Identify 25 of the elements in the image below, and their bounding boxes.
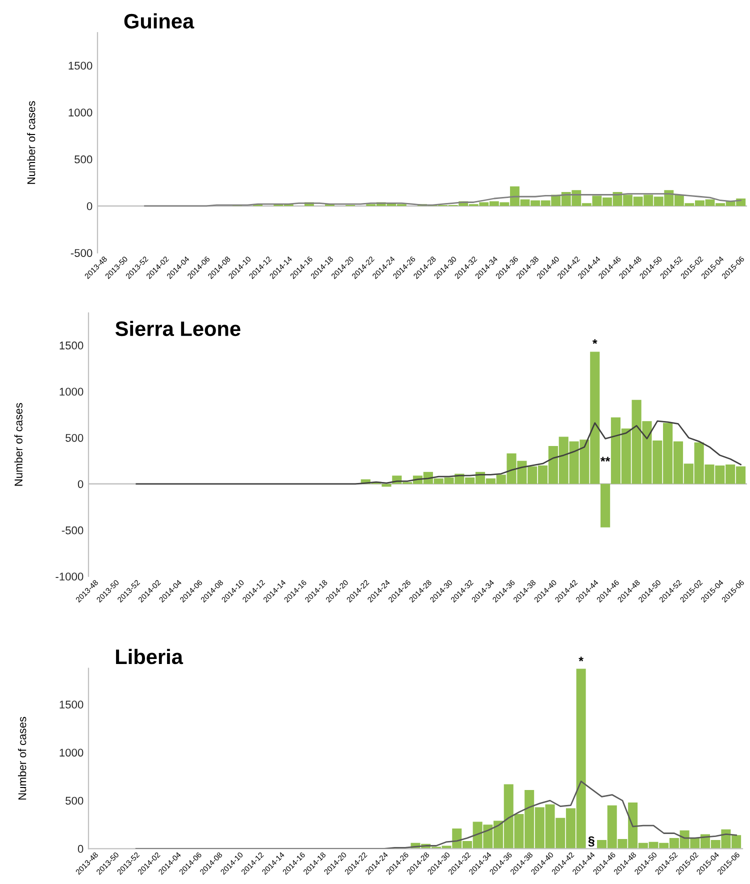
y-tick-label: 1000 — [60, 748, 84, 757]
y-tick-label: 1500 — [60, 700, 84, 709]
y-tick-label: 0 — [86, 202, 92, 210]
y-tick-label: 1500 — [60, 342, 84, 350]
y-tick-label: 0 — [78, 844, 84, 853]
chart-title: Sierra Leone — [115, 320, 240, 336]
y-axis-title: Number of cases — [27, 101, 36, 184]
y-axis-title: Number of cases — [14, 403, 22, 486]
y-tick-label: 500 — [74, 155, 92, 164]
y-tick-label: -500 — [62, 526, 84, 534]
chart-title: Liberia — [116, 648, 184, 664]
text: § — [588, 836, 594, 847]
y-tick-label: -1000 — [56, 572, 84, 581]
y-tick-label: 500 — [66, 796, 84, 805]
y-tick-label: 1000 — [60, 388, 84, 396]
y-tick-label: 1500 — [68, 62, 92, 70]
data-label: ** — [600, 456, 610, 462]
y-tick-label: -500 — [70, 249, 92, 257]
y-tick-label: 500 — [66, 434, 84, 442]
y-tick-label: 0 — [78, 480, 84, 488]
data-label: * — [578, 656, 584, 662]
chart-title: Guinea — [124, 13, 194, 29]
data-label: * — [592, 339, 598, 344]
y-axis-title: Number of cases — [18, 716, 26, 800]
y-tick-label: 1000 — [68, 108, 92, 116]
